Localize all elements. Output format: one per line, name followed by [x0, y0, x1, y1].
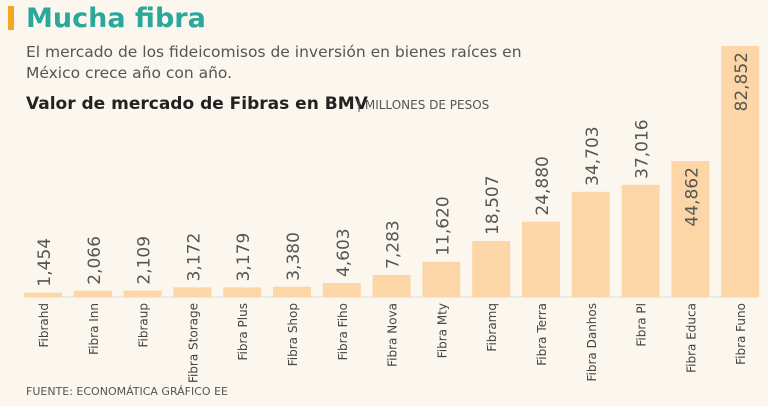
value-label: 37,016 [633, 119, 653, 178]
x-tick-label: Fibra Pl [635, 303, 649, 347]
x-tick-label: Fibra Plus [236, 303, 250, 361]
x-tick-label: Fibra Terra [535, 303, 549, 366]
bar [522, 221, 560, 297]
x-tick-label: Fibra Inn [87, 303, 101, 355]
subtitle: El mercado de los fideicomisos de invers… [26, 43, 522, 82]
bar [571, 191, 610, 297]
title-marker [8, 6, 14, 30]
x-tick-label: Fibra Danhos [585, 303, 599, 381]
bar [621, 184, 660, 297]
bar [721, 46, 760, 297]
chart-subtitle: Valor de mercado de Fibras en BMV [26, 94, 369, 114]
value-label: 7,283 [384, 220, 404, 269]
value-label: 34,703 [583, 126, 603, 185]
bar [472, 240, 511, 297]
value-label: 2,066 [85, 236, 105, 285]
unit-label: | MILLONES DE PESOS [357, 98, 489, 112]
bar [372, 274, 411, 297]
value-label: 11,620 [433, 196, 453, 255]
value-label: 1,454 [35, 238, 55, 287]
value-label: 3,172 [184, 233, 204, 282]
value-label: 82,852 [732, 52, 752, 111]
bar [223, 287, 262, 297]
chart-title: Mucha fibra [26, 3, 206, 34]
value-label: 44,862 [682, 167, 702, 226]
x-tick-label: Fibra Funo [734, 303, 748, 365]
x-tick-label: Fibra Shop [286, 303, 300, 366]
bar [73, 290, 112, 297]
value-label: 4,603 [334, 228, 354, 277]
x-tick-label: Fibra Storage [186, 303, 200, 383]
bar [123, 290, 162, 297]
bar [422, 261, 461, 297]
bar [671, 161, 710, 297]
bar [173, 287, 212, 297]
value-label: 24,880 [533, 156, 553, 215]
bar [24, 292, 62, 297]
x-tick-label: Fibraup [137, 303, 151, 348]
source: FUENTE: ECONOMÁTICA GRÁFICO EE [26, 385, 228, 398]
x-tick-label: Fibra Fiho [336, 303, 350, 360]
x-tick-label: Fibra Educa [684, 303, 698, 373]
subtitle-box: El mercado de los fideicomisos de invers… [26, 43, 522, 82]
x-tick-label: Fibramq [485, 303, 499, 352]
x-tick-label: Fibra Mty [435, 303, 449, 358]
value-label: 3,179 [234, 233, 254, 282]
value-label: 2,109 [135, 236, 155, 285]
value-label: 18,507 [483, 175, 503, 234]
x-tick-label: Fibra Nova [386, 303, 400, 367]
value-label: 3,380 [284, 232, 304, 281]
bar [273, 286, 311, 297]
x-tick-label: Fibrahd [37, 303, 51, 348]
bar [322, 283, 361, 297]
